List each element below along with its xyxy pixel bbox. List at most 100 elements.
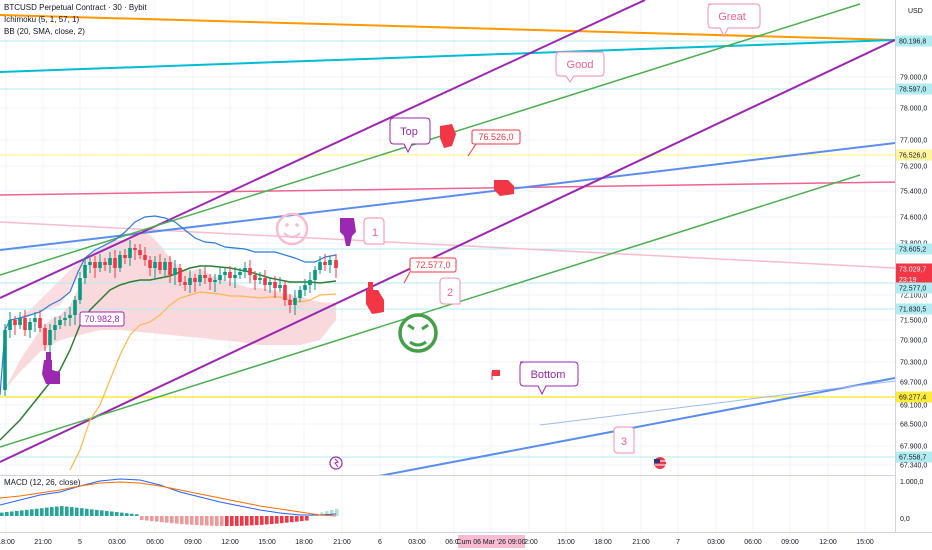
trend-blue-lower (378, 377, 895, 475)
price-badge-text: 73.029,7 (899, 267, 926, 274)
candle-body (223, 272, 227, 275)
x-tick: 7 (676, 539, 680, 546)
candle-body (83, 265, 87, 278)
note-great[interactable]: Great (707, 3, 761, 38)
macd-bar (90, 509, 94, 516)
macd-bar (85, 508, 89, 516)
price-label-70982-text: 70.982,8 (84, 314, 119, 324)
candle-body (143, 255, 147, 260)
candle-body (78, 278, 82, 300)
candle-body (168, 262, 172, 275)
candle-body (48, 330, 52, 345)
price-label-76526[interactable]: 76.526,0 (467, 129, 521, 157)
event-icon-purple[interactable] (329, 456, 343, 470)
candle-body (188, 278, 192, 285)
price-badge: 73.029,7 23:19 (896, 263, 932, 286)
macd-bar (170, 516, 174, 524)
price-badge-text: 78.597,0 (899, 87, 926, 94)
note-2[interactable]: 2 (439, 277, 461, 305)
candle-body (258, 278, 262, 280)
candle-body (263, 278, 267, 285)
indicator-bb[interactable]: BB (20, SMA, close, 2) (4, 27, 85, 36)
trend-teal (0, 39, 895, 73)
x-tick: 5 (78, 539, 82, 546)
candle-body (183, 282, 187, 285)
ichimoku-cloud (0, 232, 336, 395)
macd-bar (285, 516, 289, 523)
crosshair-time-text: Cum 06 Mar '26 09:00 (456, 539, 525, 546)
candle-body (248, 268, 252, 275)
x-tick: 09:00 (184, 539, 202, 546)
note-1[interactable]: 1 (363, 217, 385, 245)
x-tick: 18:00 (0, 539, 15, 546)
macd-bar (300, 516, 304, 522)
macd-bar (115, 512, 119, 516)
note-great-text: Great (718, 11, 746, 23)
macd-bar (50, 507, 54, 516)
candle-body (8, 320, 12, 330)
price-badge: 67.558,7 (896, 451, 932, 463)
candle-body (38, 318, 42, 328)
note-top[interactable]: Top (389, 117, 431, 154)
candle-body (283, 285, 287, 300)
note-bottom[interactable]: Bottom (519, 361, 579, 396)
macd-bar (5, 512, 9, 516)
note-1-text: 1 (372, 227, 378, 239)
candle-body (253, 275, 257, 280)
flag-icon (491, 370, 500, 380)
macd-bar (20, 510, 24, 516)
candle-body (68, 315, 72, 318)
currency-label[interactable]: USD (908, 8, 923, 15)
candle-body (13, 320, 17, 325)
macd-bar (275, 516, 279, 524)
candle-body (58, 320, 62, 325)
x-tick: 09:00 (781, 539, 799, 546)
macd-bar (150, 516, 154, 522)
candle-body (313, 270, 317, 280)
candle-body (173, 268, 177, 275)
macd-bar (105, 510, 109, 516)
macd-bar (160, 516, 164, 523)
note-good[interactable]: Good (555, 51, 605, 83)
candle-body (323, 262, 327, 265)
chart-title[interactable]: BTCUSD Perpetual Contract · 30 · Bybit (4, 3, 147, 12)
price-badge-text: 76.526,0 (899, 153, 926, 160)
candle-body (198, 275, 202, 282)
macd-bar (230, 516, 234, 526)
price-badge-text: 69.277,4 (899, 395, 926, 402)
macd-bar (325, 511, 329, 516)
macd-bar (305, 516, 309, 521)
us-flag-event-icon[interactable] (654, 457, 666, 469)
price-label-70982[interactable]: 70.982,8 (79, 311, 125, 327)
candle-body (308, 280, 312, 285)
candle-body (128, 248, 132, 258)
candle-body (33, 318, 37, 322)
macd-bar (260, 516, 264, 525)
y-tick: 67.900,0 (900, 444, 927, 451)
hand-pointer-red-icon (366, 282, 384, 314)
indicator-macd[interactable]: MACD (12, 26, close) (4, 478, 81, 487)
macd-bar (10, 511, 14, 516)
candle-body (18, 318, 22, 325)
price-label-72577[interactable]: 72.577,0 (403, 257, 457, 284)
macd-tick-0: 0,0 (900, 516, 910, 523)
candle-body (23, 318, 27, 330)
price-badges: 80.196,8 78.597,0 76.526,0 73.605,2 73.029,7… (896, 35, 932, 463)
macd-bar (70, 507, 74, 516)
note-3[interactable]: 3 (613, 426, 635, 454)
trend-purple-lower (0, 39, 895, 463)
candle-body (103, 262, 107, 265)
time-axis[interactable]: 18:00 21:00 5 03:00 06:00 09:00 12:00 15:00 18:0… (0, 532, 932, 550)
price-badge-text: 71.830,5 (899, 307, 926, 314)
candle-body (138, 250, 142, 255)
candle-body (293, 298, 297, 305)
price-badge-text: 73.605,2 (899, 247, 926, 254)
indicator-ichimoku[interactable]: Ichimoku (5, 1, 57, 1) (4, 15, 79, 24)
x-tick: 15:00 (258, 539, 276, 546)
candle-body (228, 272, 232, 278)
price-axis[interactable]: USD 79.000,0 78.000,0 77.000,0 76.200,0 75.4… (895, 0, 932, 550)
y-tick: 70.300,0 (900, 360, 927, 367)
hand-pointer-purple-2-icon (340, 218, 356, 246)
macd-bar (220, 516, 224, 526)
